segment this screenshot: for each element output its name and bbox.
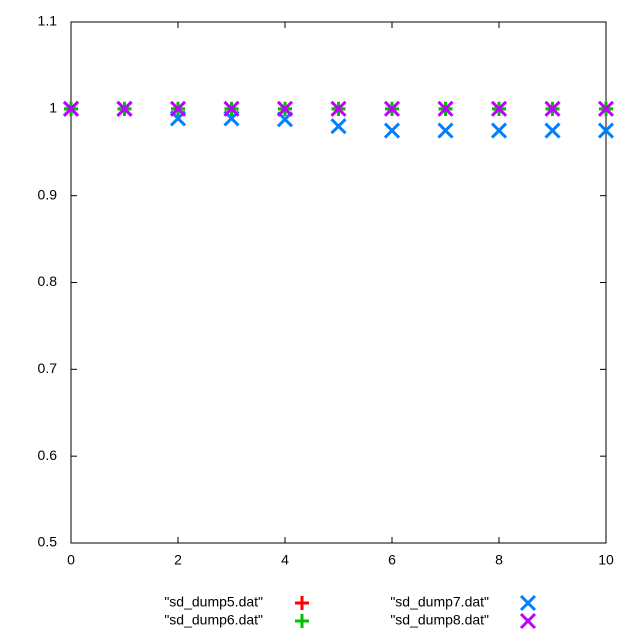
point: [223, 100, 240, 117]
point: [544, 122, 561, 139]
y-tick-label: 0.5: [38, 534, 58, 550]
y-tick-label: 1: [49, 100, 57, 116]
point: [597, 100, 615, 117]
point: [437, 100, 454, 117]
x-tick-label: 2: [174, 552, 182, 568]
plot-frame: [70, 21, 607, 544]
x-tick-label: 4: [281, 552, 289, 568]
point: [490, 100, 508, 117]
point: [276, 100, 294, 117]
legend-marker: [295, 614, 309, 628]
point: [544, 100, 561, 117]
point: [383, 100, 401, 117]
y-tick-label: 1.1: [38, 13, 58, 29]
x-tick-label: 0: [67, 552, 75, 568]
legend-marker: [519, 612, 537, 630]
point: [383, 122, 401, 139]
point: [330, 100, 347, 117]
x-tick-label: 10: [598, 552, 614, 568]
y-tick-label: 0.6: [38, 447, 58, 463]
x-tick-label: 8: [495, 552, 503, 568]
x-tick-label: 6: [388, 552, 396, 568]
point: [490, 122, 508, 139]
legend-marker: [295, 596, 309, 610]
point: [169, 100, 187, 117]
y-tick-label: 0.9: [38, 186, 58, 202]
point: [116, 100, 133, 117]
point: [330, 118, 347, 135]
point: [437, 122, 454, 139]
y-tick-label: 0.8: [38, 273, 58, 289]
legend-label: "sd_dump6.dat": [164, 612, 263, 628]
legend-marker: [519, 594, 537, 612]
point: [62, 100, 80, 117]
legend-label: "sd_dump7.dat": [390, 594, 489, 610]
legend-label: "sd_dump5.dat": [164, 594, 263, 610]
legend-label: "sd_dump8.dat": [390, 612, 489, 628]
y-tick-label: 0.7: [38, 360, 58, 376]
point: [597, 122, 615, 139]
